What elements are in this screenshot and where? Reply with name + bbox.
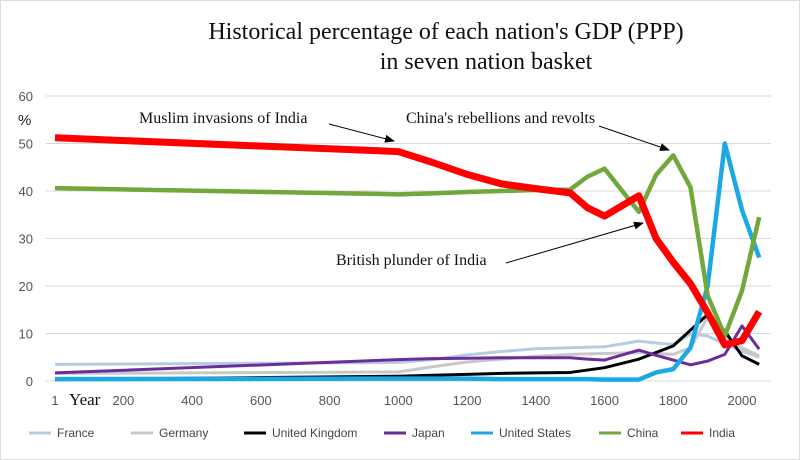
- annotation-arrow: [598, 125, 670, 151]
- y-tick-label: 20: [19, 279, 33, 294]
- legend-label: United Kingdom: [272, 426, 357, 440]
- legend-label: Germany: [159, 426, 208, 440]
- y-tick-label: 60: [19, 89, 33, 104]
- series-line-china: [54, 153, 762, 339]
- x-tick-label: 200: [113, 393, 135, 408]
- x-tick-label: 800: [319, 393, 341, 408]
- y-tick-label: 40: [19, 184, 33, 199]
- x-tick-label: 1: [51, 393, 58, 408]
- x-tick-label: 2000: [728, 393, 757, 408]
- y-axis-label: %: [18, 112, 31, 129]
- legend-label: United States: [499, 426, 571, 440]
- y-tick-label: 50: [19, 137, 33, 152]
- annotation-text: China's rebellions and revolts: [406, 110, 595, 127]
- chart-title-line2: in seven nation basket: [380, 49, 593, 75]
- legend-label: France: [57, 426, 95, 440]
- legend-label: China: [627, 426, 659, 440]
- x-tick-label: 1800: [659, 393, 688, 408]
- series-line-france: [54, 332, 760, 366]
- x-axis-label: Year: [69, 390, 101, 409]
- y-tick-label: 0: [26, 374, 33, 389]
- annotation-text: British plunder of India: [336, 252, 487, 269]
- x-tick-label: 1600: [590, 393, 619, 408]
- x-tick-label: 1400: [521, 393, 550, 408]
- series-line-india: [54, 134, 763, 349]
- annotation-arrow: [505, 221, 644, 264]
- legend-label: Japan: [412, 426, 445, 440]
- legend-label: India: [709, 426, 735, 440]
- x-tick-label: 1000: [384, 393, 413, 408]
- y-tick-label: 10: [19, 327, 33, 342]
- x-tick-label: 400: [181, 393, 203, 408]
- series-line-japan: [54, 324, 761, 375]
- x-tick-label: 600: [250, 393, 272, 408]
- annotation-arrow: [328, 123, 395, 143]
- annotation-text: Muslim invasions of India: [139, 110, 307, 127]
- x-tick-label: 1200: [453, 393, 482, 408]
- series-line-united-states: [54, 141, 762, 382]
- y-tick-label: 30: [19, 232, 33, 247]
- chart-title-line1: Historical percentage of each nation's G…: [208, 19, 683, 45]
